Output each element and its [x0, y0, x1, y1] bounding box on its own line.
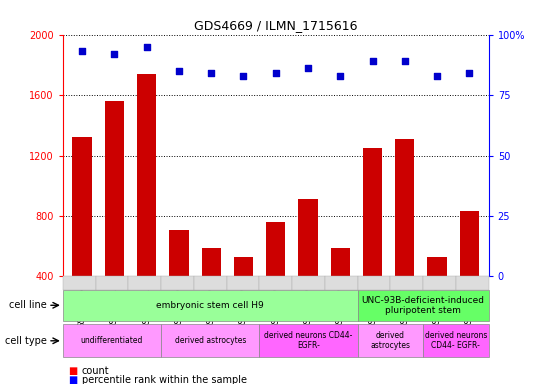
Bar	[266, 222, 286, 337]
Bar	[161, 324, 259, 357]
Bar	[423, 276, 456, 290]
Bar	[460, 212, 479, 337]
Text: ■: ■	[68, 375, 78, 384]
Bar	[194, 276, 227, 290]
Bar	[358, 276, 390, 290]
Bar	[456, 276, 489, 290]
Bar	[358, 290, 489, 321]
Point	[400, 58, 409, 64]
Text: derived neurons CD44-
EGFR-: derived neurons CD44- EGFR-	[264, 331, 353, 351]
Bar	[325, 276, 358, 290]
Bar	[63, 276, 96, 290]
Bar	[428, 257, 447, 337]
Point	[368, 58, 377, 64]
Text: cell line: cell line	[9, 300, 46, 310]
Point	[304, 65, 312, 71]
Bar	[259, 324, 358, 357]
Bar	[96, 276, 128, 290]
Title: GDS4669 / ILMN_1715616: GDS4669 / ILMN_1715616	[194, 19, 358, 32]
Point	[239, 73, 248, 79]
Bar	[63, 324, 161, 357]
Bar	[63, 290, 358, 321]
Point	[207, 70, 216, 76]
Bar	[137, 74, 156, 337]
Bar	[423, 324, 489, 357]
Bar	[128, 276, 161, 290]
Point	[143, 44, 151, 50]
Bar	[395, 139, 414, 337]
Point	[336, 73, 345, 79]
Point	[271, 70, 280, 76]
Text: undifferentiated: undifferentiated	[81, 336, 143, 345]
Bar	[298, 199, 318, 337]
Bar	[358, 324, 423, 357]
Point	[175, 68, 183, 74]
Point	[78, 48, 86, 55]
Bar	[259, 276, 292, 290]
Text: derived neurons
CD44- EGFR-: derived neurons CD44- EGFR-	[425, 331, 487, 351]
Bar	[73, 137, 92, 337]
Text: UNC-93B-deficient-induced
pluripotent stem: UNC-93B-deficient-induced pluripotent st…	[361, 296, 485, 315]
Bar	[105, 101, 124, 337]
Bar	[234, 257, 253, 337]
Bar	[330, 248, 350, 337]
Text: cell type: cell type	[4, 336, 46, 346]
Bar	[169, 230, 188, 337]
Point	[110, 51, 119, 57]
Text: derived astrocytes: derived astrocytes	[175, 336, 246, 345]
Bar	[201, 248, 221, 337]
Point	[432, 73, 441, 79]
Point	[465, 70, 474, 76]
Bar	[292, 276, 325, 290]
Text: derived
astrocytes: derived astrocytes	[370, 331, 411, 351]
Text: embryonic stem cell H9: embryonic stem cell H9	[156, 301, 264, 310]
Text: percentile rank within the sample: percentile rank within the sample	[82, 375, 247, 384]
Text: count: count	[82, 366, 110, 376]
Bar	[363, 148, 382, 337]
Bar	[227, 276, 259, 290]
Bar	[390, 276, 423, 290]
Text: ■: ■	[68, 366, 78, 376]
Bar	[161, 276, 194, 290]
